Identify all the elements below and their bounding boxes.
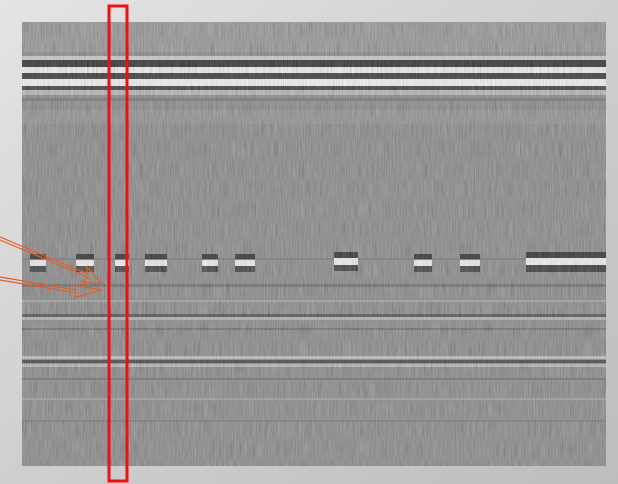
screenshot — [0, 0, 618, 484]
page — [0, 0, 618, 484]
